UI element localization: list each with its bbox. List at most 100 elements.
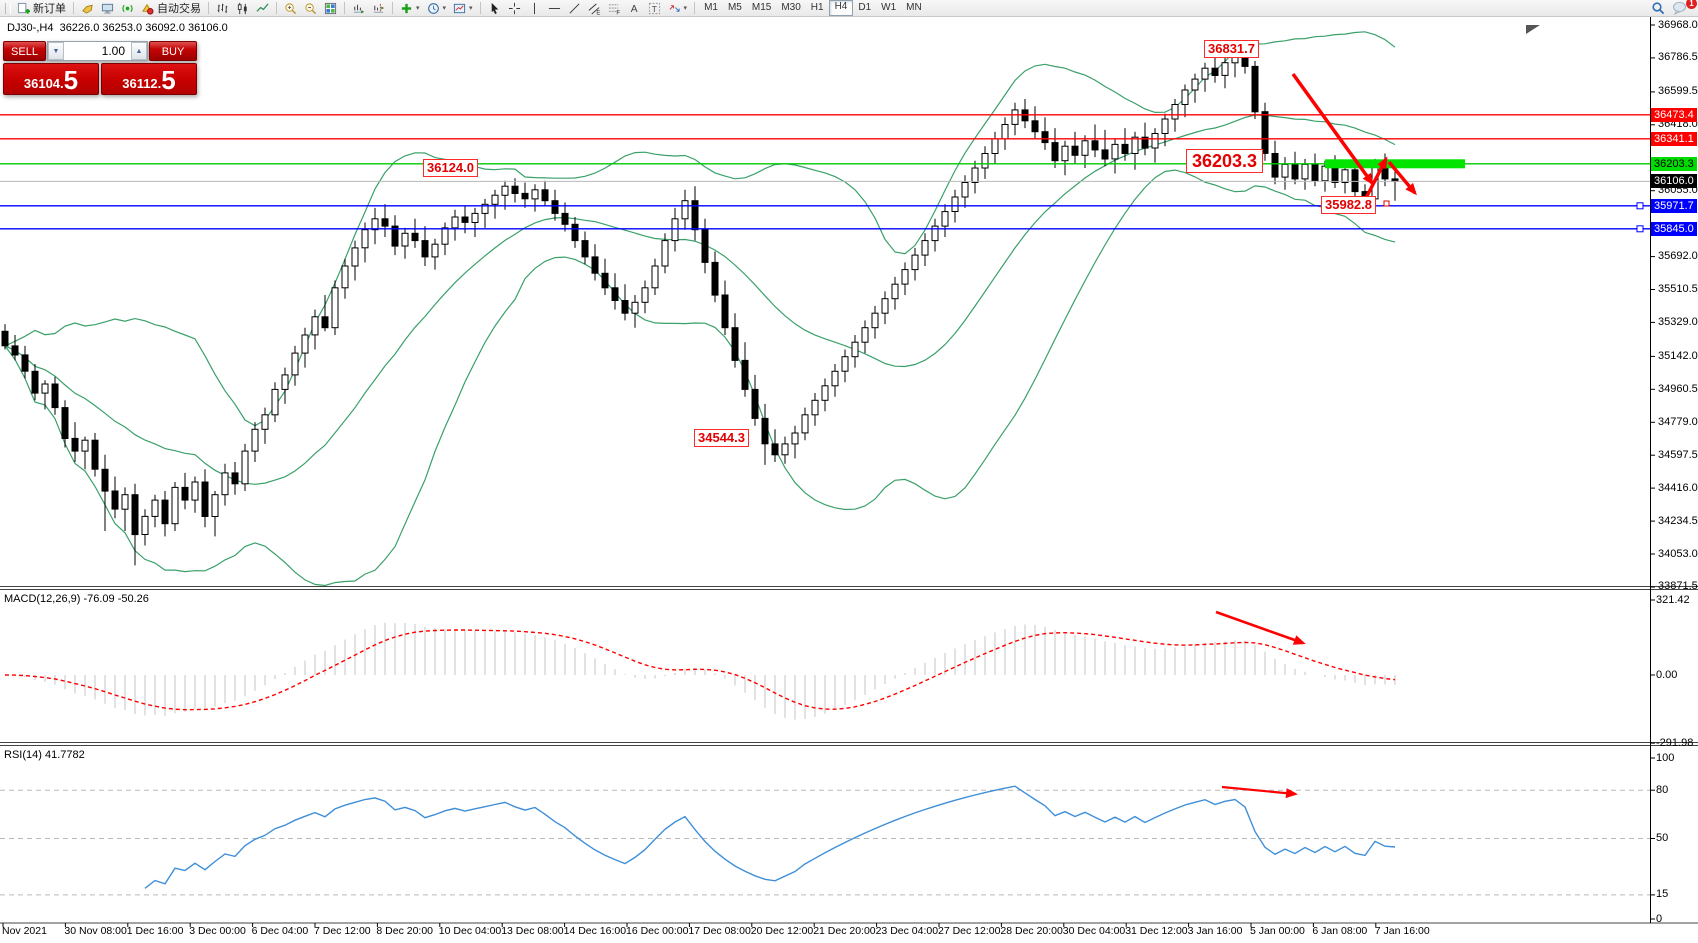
- text-icon: A: [630, 4, 637, 15]
- tag-anchor-handle[interactable]: [1383, 200, 1390, 207]
- candle-body: [731, 327, 739, 361]
- one-click-trade-panel: SELL ▼ 1.00 ▲ BUY 36104. 5 36112. 5: [3, 41, 197, 95]
- candle-body: [91, 439, 99, 470]
- candle-body: [1061, 145, 1069, 162]
- svg-text:A: A: [630, 4, 637, 15]
- candle-body: [1011, 109, 1019, 125]
- line-handle[interactable]: [1636, 202, 1644, 210]
- candle-body: [361, 229, 369, 249]
- autotrading-icon: [142, 3, 154, 15]
- arrows-tool-button[interactable]: ▾: [665, 1, 691, 16]
- autotrading-label: 自动交易: [157, 3, 201, 15]
- annotation-arrow-1[interactable]: [1291, 72, 1374, 186]
- vertical-line-tool-button[interactable]: [525, 1, 544, 16]
- bars-chart-button[interactable]: [213, 1, 232, 16]
- candle-body: [51, 383, 59, 409]
- candle-body: [81, 439, 89, 452]
- candle-body: [221, 472, 229, 496]
- fibonacci-tool-button[interactable]: F: [605, 1, 624, 16]
- horizontal-line-tool-button[interactable]: [545, 1, 564, 16]
- text-label-tool-button[interactable]: T: [645, 1, 664, 16]
- candle-body: [1261, 111, 1269, 154]
- timeframe-w1[interactable]: W1: [881, 2, 897, 13]
- candle-body: [231, 472, 239, 485]
- bollinger-lower: [4, 169, 1396, 587]
- periods-button[interactable]: ▾: [424, 1, 450, 16]
- candle-body: [1311, 163, 1319, 182]
- candle-body: [71, 437, 79, 452]
- zoom-in-icon: [285, 2, 297, 14]
- autotrading-button[interactable]: 自动交易: [138, 1, 204, 16]
- candle-body: [1, 330, 9, 347]
- sell-price-fraction: 5: [63, 65, 79, 95]
- timeframe-d1[interactable]: D1: [858, 2, 872, 13]
- trendline-tool-button[interactable]: [565, 1, 584, 16]
- auto-scroll-button[interactable]: [349, 1, 368, 16]
- timeframe-h1[interactable]: H1: [810, 2, 824, 13]
- candle-body: [261, 414, 269, 430]
- candle-body: [491, 194, 499, 205]
- candle-body: [861, 327, 869, 343]
- candle-body: [1331, 165, 1339, 183]
- annotation-arrow-4[interactable]: [1215, 610, 1306, 645]
- candle-body: [11, 345, 19, 356]
- candle-body: [651, 265, 659, 289]
- line-chart-button[interactable]: [253, 1, 272, 16]
- auto-scroll-icon: [353, 4, 365, 13]
- candle-body: [681, 200, 689, 220]
- templates-button[interactable]: ▾: [450, 1, 476, 16]
- timeframe-h4[interactable]: H4: [828, 0, 854, 16]
- chart-shift-button[interactable]: [369, 1, 388, 16]
- bars-chart-icon: [217, 3, 228, 13]
- timeframe-m5[interactable]: M5: [727, 2, 742, 13]
- indicators-button[interactable]: ▾: [397, 1, 423, 16]
- signals-button[interactable]: [118, 1, 137, 16]
- main-toolbar: 新订单 自动交易: [0, 0, 1698, 17]
- profiles-button[interactable]: [78, 1, 97, 16]
- zoom-in-button[interactable]: [281, 1, 300, 16]
- buy-button[interactable]: BUY: [149, 41, 197, 61]
- candle-body: [771, 443, 779, 456]
- sell-price-button[interactable]: 36104. 5: [3, 63, 99, 95]
- buy-price-button[interactable]: 36112. 5: [101, 63, 197, 95]
- timeframe-m1[interactable]: M1: [704, 2, 718, 13]
- candlestick-chart-button[interactable]: [233, 1, 252, 16]
- tile-windows-button[interactable]: [321, 1, 340, 16]
- crosshair-tool-button[interactable]: [505, 1, 524, 16]
- profiles-icon: [82, 4, 93, 14]
- candle-body: [661, 240, 669, 267]
- line-handle[interactable]: [1636, 225, 1644, 233]
- annotation-arrow-2[interactable]: [1364, 156, 1388, 199]
- candle-body: [301, 334, 309, 354]
- candle-body: [471, 212, 479, 223]
- candle-body: [401, 232, 409, 247]
- candle-body: [971, 167, 979, 183]
- new-order-button[interactable]: 新订单: [14, 1, 69, 16]
- annotation-arrow-3[interactable]: [1387, 160, 1417, 196]
- candle-body: [581, 240, 589, 258]
- candle-body: [721, 294, 729, 329]
- zoom-out-button[interactable]: [301, 1, 320, 16]
- notifications-button[interactable]: 1: [1669, 0, 1697, 16]
- candle-body: [271, 388, 279, 416]
- rsi-line: [144, 785, 1396, 889]
- channel-tool-button[interactable]: E: [585, 1, 604, 16]
- equidistant-channel-icon: E: [588, 3, 600, 15]
- terminal-button[interactable]: [98, 1, 117, 16]
- timeframe-m30[interactable]: M30: [781, 2, 801, 13]
- cursor-tool-button[interactable]: [485, 1, 504, 16]
- volume-value[interactable]: 1.00: [101, 44, 125, 58]
- timeframe-mn[interactable]: MN: [906, 2, 922, 13]
- vertical-line-icon: [533, 2, 535, 14]
- volume-increase-button[interactable]: ▲: [131, 42, 147, 60]
- text-tool-button[interactable]: A: [625, 1, 644, 16]
- sell-button[interactable]: SELL: [3, 41, 46, 61]
- search-button[interactable]: [1648, 1, 1668, 16]
- volume-decrease-button[interactable]: ▼: [48, 42, 64, 60]
- annotation-arrow-5[interactable]: [1221, 785, 1298, 799]
- candle-body: [1281, 163, 1289, 178]
- highlight-band[interactable]: [1325, 159, 1465, 169]
- fibonacci-icon: F: [608, 3, 620, 15]
- timeframe-m15[interactable]: M15: [751, 2, 772, 13]
